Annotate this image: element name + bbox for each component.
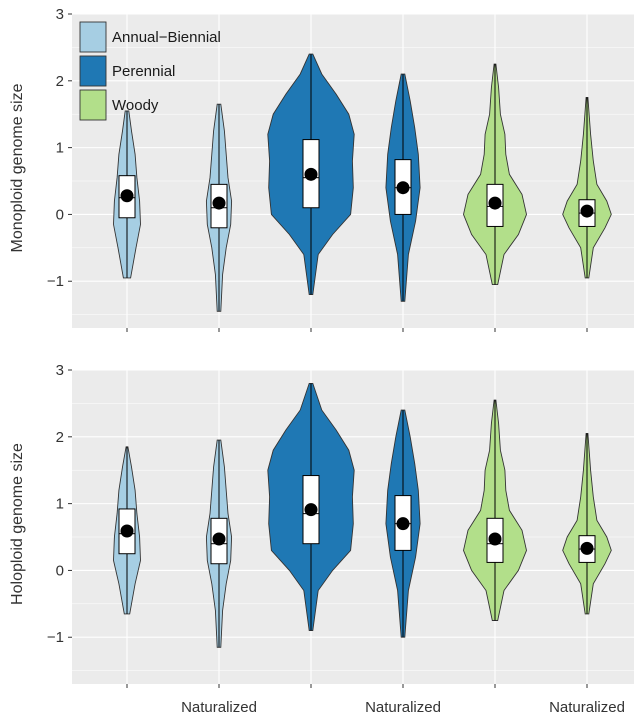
mean-point-2 — [304, 167, 318, 181]
mean-point-5 — [580, 541, 594, 555]
mean-point-0 — [120, 189, 134, 203]
mean-point-4 — [488, 196, 502, 210]
y-axis-title-bottom: Holoploid genome size — [9, 443, 26, 605]
x-tick-label: Naturalized — [181, 699, 257, 716]
y-tick-label: 2 — [56, 429, 64, 446]
x-tick-label: Naturalized — [365, 699, 441, 716]
y-tick-label: 2 — [56, 73, 64, 90]
mean-point-0 — [120, 524, 134, 538]
panel-1: −1 0 1 2 3 — [47, 362, 634, 688]
y-tick-label: 0 — [56, 206, 64, 223]
x-tick-label: Naturalized — [549, 699, 625, 716]
mean-point-3 — [396, 181, 410, 195]
mean-point-1 — [212, 532, 226, 546]
y-tick-label: 3 — [56, 362, 64, 379]
mean-point-3 — [396, 517, 410, 531]
mean-point-1 — [212, 196, 226, 210]
legend-key-1 — [79, 55, 107, 87]
legend-key-0 — [79, 21, 107, 53]
mean-point-5 — [580, 204, 594, 218]
legend: Annual−Biennial Perennial Woody — [79, 21, 221, 121]
legend-label-0: Annual−Biennial — [112, 29, 221, 46]
legend-label-1: Perennial — [112, 63, 175, 80]
y-tick-label: 1 — [56, 496, 64, 513]
legend-key-2 — [79, 89, 107, 121]
y-tick-label: −1 — [47, 629, 64, 646]
legend-label-2: Woody — [112, 97, 159, 114]
y-tick-label: 1 — [56, 140, 64, 157]
y-axis-title-top: Monoploid genome size — [9, 83, 26, 252]
y-tick-label: 3 — [56, 6, 64, 23]
mean-point-2 — [304, 503, 318, 517]
y-tick-label: 0 — [56, 562, 64, 579]
y-tick-label: −1 — [47, 273, 64, 290]
panel-0: −1 0 1 2 3 — [47, 6, 634, 332]
mean-point-4 — [488, 532, 502, 546]
